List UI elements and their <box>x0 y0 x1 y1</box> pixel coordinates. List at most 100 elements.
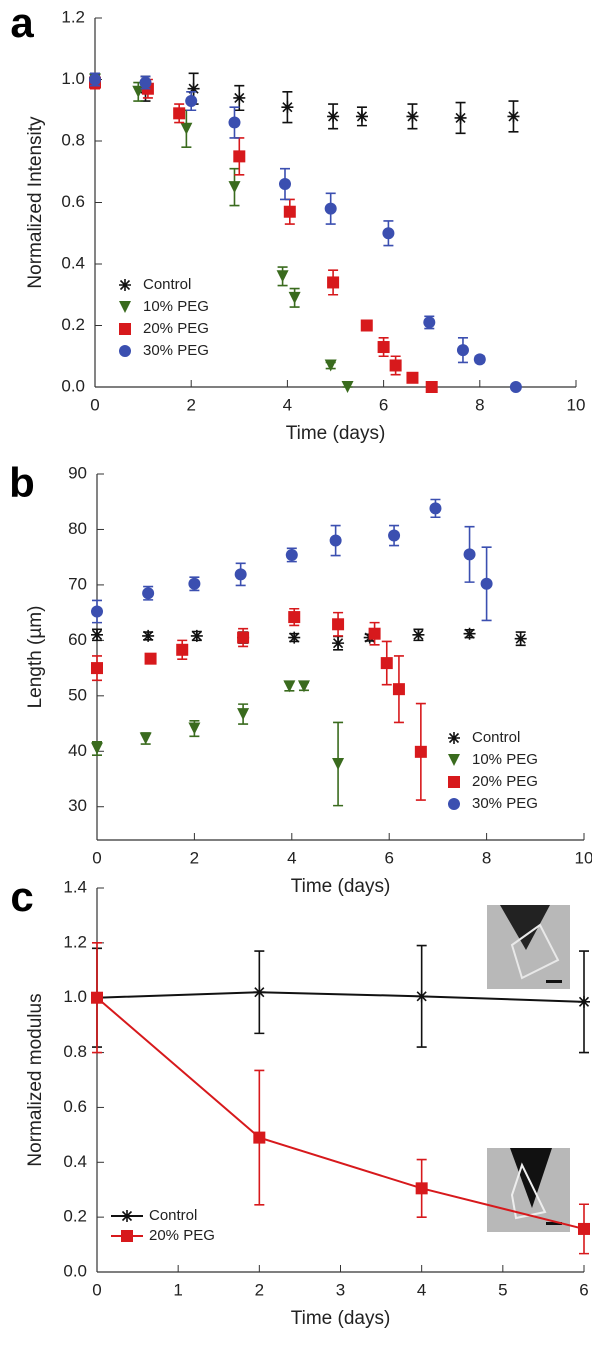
marker <box>509 381 522 393</box>
marker <box>406 110 419 123</box>
marker <box>473 353 486 366</box>
marker <box>233 150 246 163</box>
x-tick-label: 8 <box>475 395 484 414</box>
y-axis-title: Normalized Intensity <box>25 116 46 289</box>
marker <box>228 116 241 129</box>
legend-marker <box>448 798 460 810</box>
x-tick-label: 0 <box>92 1280 101 1299</box>
marker <box>281 101 294 114</box>
marker <box>412 628 425 641</box>
legend-label: 20% PEG <box>472 773 538 790</box>
legend-marker <box>119 323 131 335</box>
marker <box>288 291 301 304</box>
marker <box>578 995 590 1008</box>
y-tick-label: 0.6 <box>63 1097 87 1116</box>
y-tick-label: 0.8 <box>61 130 85 149</box>
y-tick-label: 0.4 <box>63 1152 87 1171</box>
marker <box>423 316 436 329</box>
panel-label: b <box>9 459 35 506</box>
marker <box>382 227 395 240</box>
marker <box>234 568 247 581</box>
y-axis-title: Normalized modulus <box>25 993 46 1166</box>
y-tick-label: 70 <box>68 574 87 593</box>
y-tick-label: 50 <box>68 685 87 704</box>
marker <box>425 381 438 393</box>
y-tick-label: 0.0 <box>63 1261 87 1280</box>
marker <box>188 722 201 735</box>
marker <box>332 758 345 771</box>
legend-marker <box>119 279 131 291</box>
y-tick-label: 1.4 <box>63 877 87 896</box>
marker <box>288 611 301 624</box>
marker <box>327 276 340 289</box>
y-tick-label: 1.2 <box>61 7 85 26</box>
y-tick-label: 0.2 <box>61 315 85 334</box>
marker <box>139 76 152 89</box>
marker <box>454 111 467 124</box>
y-tick-label: 0.6 <box>61 192 85 211</box>
x-tick-label: 5 <box>498 1280 507 1299</box>
x-tick-label: 2 <box>186 395 195 414</box>
marker <box>142 629 155 642</box>
y-tick-label: 0.8 <box>63 1042 87 1061</box>
inset-image <box>487 1148 570 1232</box>
legend-label: 20% PEG <box>149 1227 215 1244</box>
x-tick-label: 4 <box>417 1280 426 1299</box>
marker <box>288 631 301 644</box>
series-line <box>96 991 585 1003</box>
marker <box>278 178 291 191</box>
x-tick-label: 6 <box>379 395 388 414</box>
x-tick-label: 1 <box>173 1280 182 1299</box>
marker <box>324 359 337 372</box>
marker <box>276 270 289 283</box>
x-tick-label: 6 <box>579 1280 588 1299</box>
panel-label: c <box>10 873 33 920</box>
marker <box>415 990 428 1003</box>
panel-label: a <box>10 0 34 46</box>
marker <box>91 605 103 618</box>
y-tick-label: 1.2 <box>63 932 87 951</box>
legend-marker <box>448 754 460 766</box>
x-tick-label: 10 <box>567 395 586 414</box>
marker <box>180 122 193 135</box>
marker <box>91 628 103 641</box>
marker <box>285 548 298 561</box>
marker <box>355 110 368 123</box>
marker <box>253 986 266 999</box>
marker <box>253 1131 266 1144</box>
x-tick-label: 0 <box>92 848 101 867</box>
y-tick-label: 30 <box>68 796 87 815</box>
x-axis-title: Time (days) <box>291 876 391 897</box>
legend-marker <box>448 776 460 788</box>
marker <box>463 548 476 561</box>
marker <box>463 627 476 640</box>
x-tick-label: 10 <box>575 848 592 867</box>
marker <box>91 662 103 675</box>
marker <box>332 618 345 631</box>
marker <box>392 683 405 696</box>
x-tick-label: 2 <box>190 848 199 867</box>
marker <box>283 205 296 218</box>
marker <box>89 73 101 86</box>
marker <box>139 732 152 745</box>
y-tick-label: 1.0 <box>63 987 87 1006</box>
marker <box>173 107 186 120</box>
y-tick-label: 40 <box>68 741 87 760</box>
x-tick-label: 6 <box>384 848 393 867</box>
x-tick-label: 4 <box>287 848 296 867</box>
marker <box>514 632 527 645</box>
marker <box>507 110 520 123</box>
legend-marker <box>119 345 131 357</box>
legend-label: Control <box>149 1207 197 1224</box>
y-tick-label: 60 <box>68 630 87 649</box>
marker <box>237 631 250 644</box>
legend-label: Control <box>143 276 191 293</box>
marker <box>406 371 419 384</box>
x-tick-label: 2 <box>255 1280 264 1299</box>
marker <box>332 637 345 650</box>
legend-marker <box>119 301 131 313</box>
marker <box>91 991 103 1004</box>
marker <box>185 95 198 108</box>
y-tick-label: 90 <box>68 463 87 482</box>
